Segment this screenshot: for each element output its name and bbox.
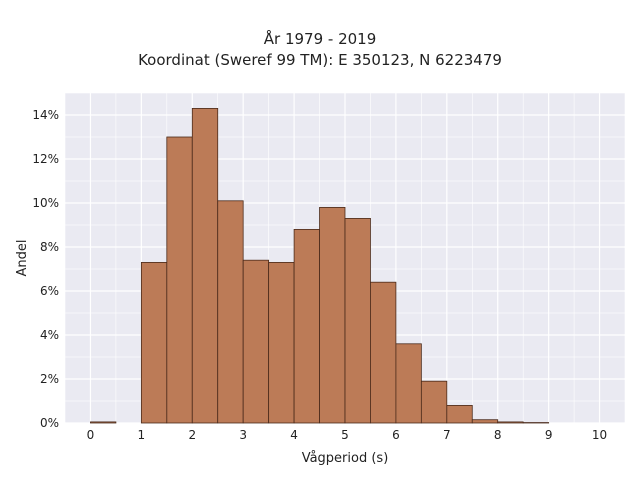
histogram-bar <box>471 419 499 424</box>
histogram-bar <box>191 108 219 424</box>
histogram-bar <box>242 259 270 424</box>
histogram-bar <box>90 421 117 424</box>
x-tick-label: 1 <box>138 428 146 442</box>
x-tick-label: 3 <box>239 428 247 442</box>
y-tick-label: 8% <box>40 240 59 254</box>
histogram-bar <box>395 343 422 424</box>
y-axis-ticks: 0% 2% 4% 6% 8% 10% 12% 14% <box>32 108 59 430</box>
histogram-bar <box>446 404 473 424</box>
chart-title-line-1: År 1979 - 2019 <box>263 30 377 48</box>
y-tick-label: 14% <box>32 108 59 122</box>
y-tick-label: 0% <box>40 416 59 430</box>
histogram-bar <box>344 217 371 424</box>
histogram-bar <box>140 261 168 424</box>
x-tick-label: 8 <box>494 428 502 442</box>
histogram-bar <box>319 206 346 424</box>
x-tick-label: 10 <box>592 428 607 442</box>
chart-title-line-2: Koordinat (Sweref 99 TM): E 350123, N 62… <box>138 51 502 69</box>
x-tick-label: 0 <box>87 428 95 442</box>
x-tick-label: 7 <box>443 428 451 442</box>
x-tick-label: 9 <box>545 428 553 442</box>
y-axis-label: Andel <box>15 240 30 277</box>
histogram-bar <box>166 136 193 424</box>
x-tick-label: 6 <box>392 428 400 442</box>
histogram-bar <box>420 380 448 424</box>
x-tick-label: 2 <box>188 428 196 442</box>
y-tick-label: 4% <box>40 328 59 342</box>
y-tick-label: 6% <box>40 284 59 298</box>
y-tick-label: 2% <box>40 372 59 386</box>
y-tick-label: 10% <box>32 196 59 210</box>
histogram-bar <box>370 281 397 424</box>
histogram-bar <box>217 200 244 424</box>
histogram-bar <box>268 261 295 424</box>
histogram-bar <box>293 228 320 424</box>
histogram-bars <box>90 108 550 424</box>
x-tick-label: 4 <box>290 428 298 442</box>
x-axis-ticks: 0 1 2 3 4 5 6 7 8 9 10 <box>87 428 608 442</box>
x-axis-label: Vågperiod (s) <box>302 451 389 466</box>
x-tick-label: 5 <box>341 428 349 442</box>
histogram-bar <box>497 421 524 424</box>
y-tick-label: 12% <box>32 152 59 166</box>
